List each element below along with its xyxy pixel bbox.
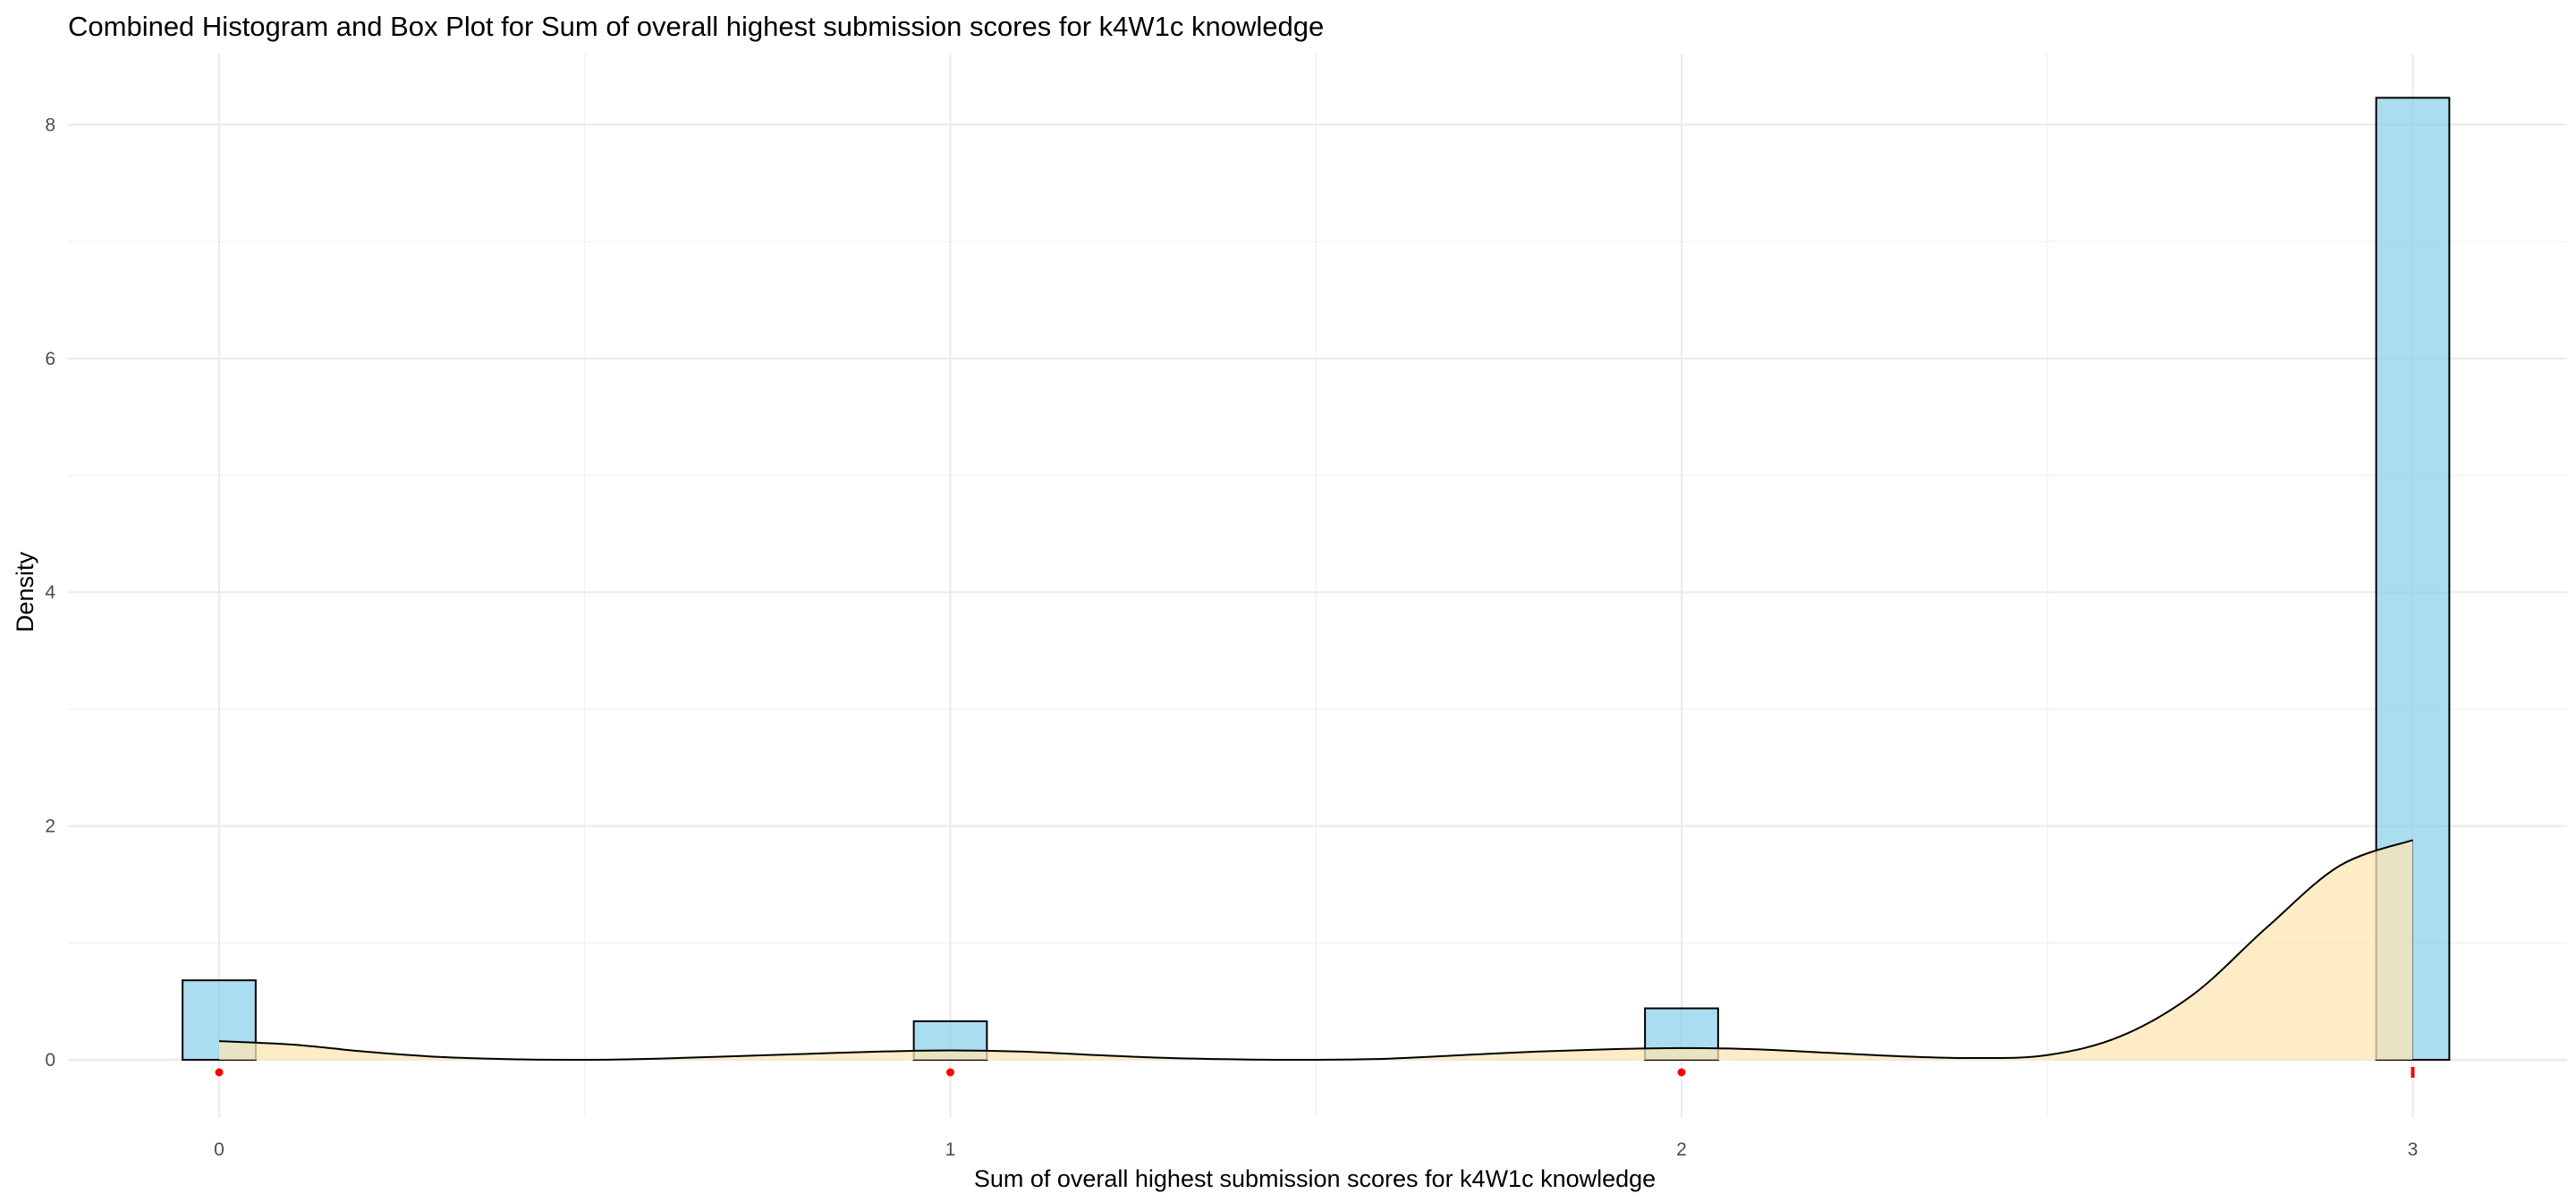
density-curve [218,839,2413,1062]
boxplot-outlier-0 [215,1068,224,1077]
boxplot-outlier-1 [946,1068,954,1077]
chart-title: Combined Histogram and Box Plot for Sum … [68,11,1324,42]
boxplot-outlier-2 [1677,1068,1686,1077]
x-tick-label: 0 [214,1139,225,1160]
y-tick-label: 4 [45,582,55,603]
density-curve-group [218,839,2413,1062]
boxplot-box [2411,1067,2415,1078]
tick-labels: 0 1 2 3 0 2 4 6 8 [45,114,2418,1160]
y-axis-label: Density [12,551,38,632]
y-tick-label: 6 [45,349,55,369]
y-tick-label: 0 [45,1050,55,1071]
x-tick-label: 1 [945,1139,956,1160]
boxplot [215,1067,2415,1078]
y-tick-label: 2 [45,817,55,837]
density-area [219,840,2413,1061]
x-tick-label: 3 [2408,1139,2419,1160]
y-tick-label: 8 [45,114,55,135]
x-axis-label: Sum of overall highest submission scores… [974,1165,1656,1192]
x-tick-label: 2 [1676,1139,1687,1160]
